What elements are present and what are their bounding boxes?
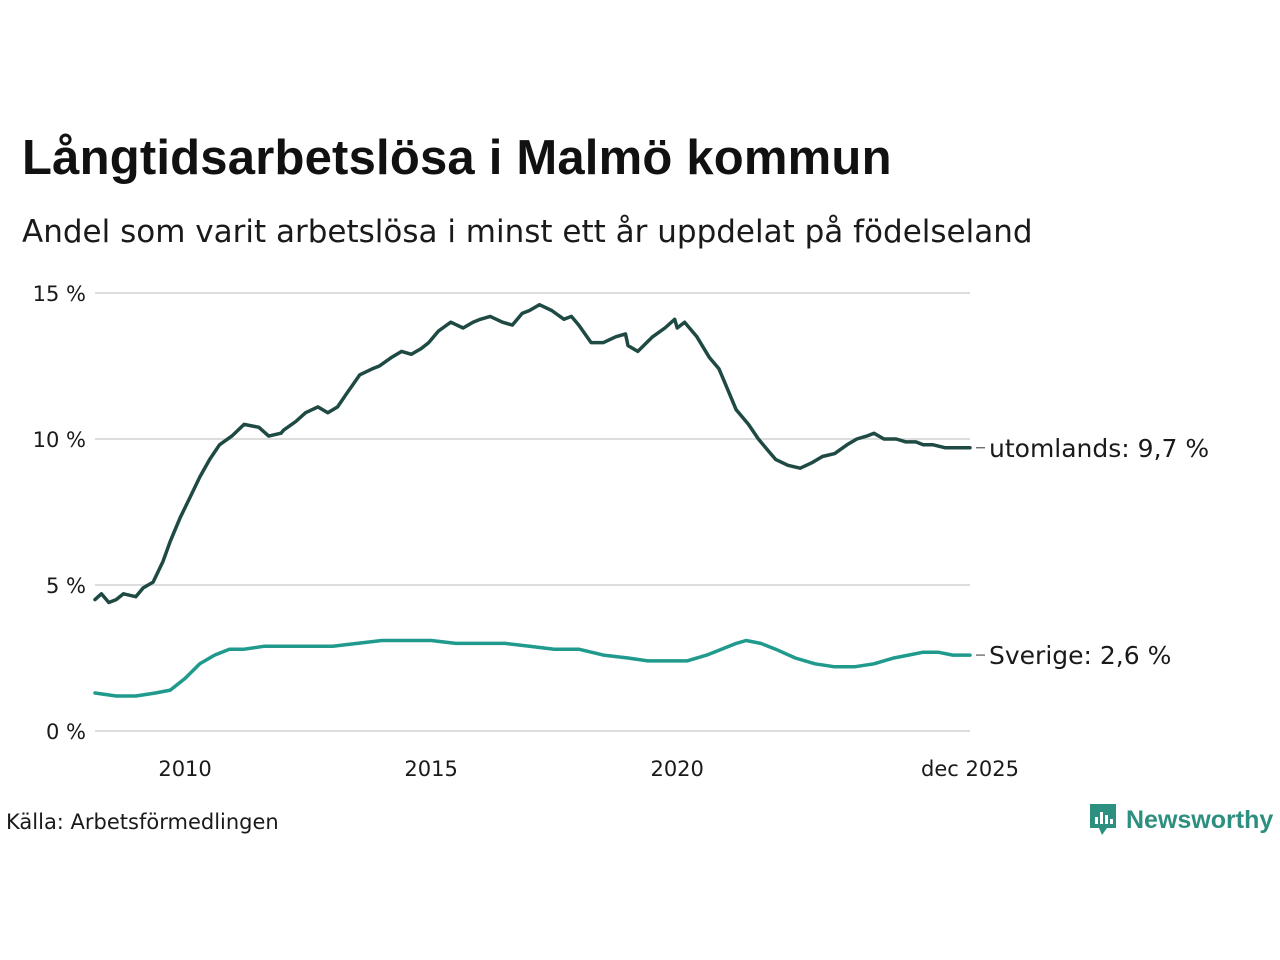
series-end-labels: utomlands: 9,7 % Sverige: 2,6 % (976, 434, 1209, 670)
series-line-sverige (93, 638, 972, 698)
y-tick-label: 5 % (46, 574, 86, 598)
x-tick-label: 2010 (158, 757, 211, 781)
end-label-sverige: Sverige: 2,6 % (989, 641, 1171, 670)
x-axis: 2010 2015 2020 dec 2025 (158, 757, 1019, 781)
brand-logo: Newsworthy (1088, 803, 1273, 837)
y-tick-label: 10 % (33, 428, 86, 452)
end-label-utomlands: utomlands: 9,7 % (989, 434, 1209, 463)
y-tick-label: 0 % (46, 720, 86, 744)
source-note: Källa: Arbetsförmedlingen (6, 810, 279, 834)
brand-name: Newsworthy (1126, 805, 1274, 834)
series-line-utomlands (93, 302, 972, 605)
y-tick-label: 15 % (33, 282, 86, 306)
gridlines (95, 292, 970, 732)
x-tick-label: dec 2025 (921, 757, 1019, 781)
newsworthy-icon (1090, 804, 1116, 835)
x-tick-label: 2015 (404, 757, 457, 781)
chart-subtitle: Andel som varit arbetslösa i minst ett å… (22, 214, 1033, 250)
x-tick-label: 2020 (650, 757, 703, 781)
series-lines (93, 302, 972, 698)
y-axis: 0 % 5 % 10 % 15 % (33, 282, 86, 744)
chart-title: Långtidsarbetslösa i Malmö kommun (22, 131, 892, 185)
